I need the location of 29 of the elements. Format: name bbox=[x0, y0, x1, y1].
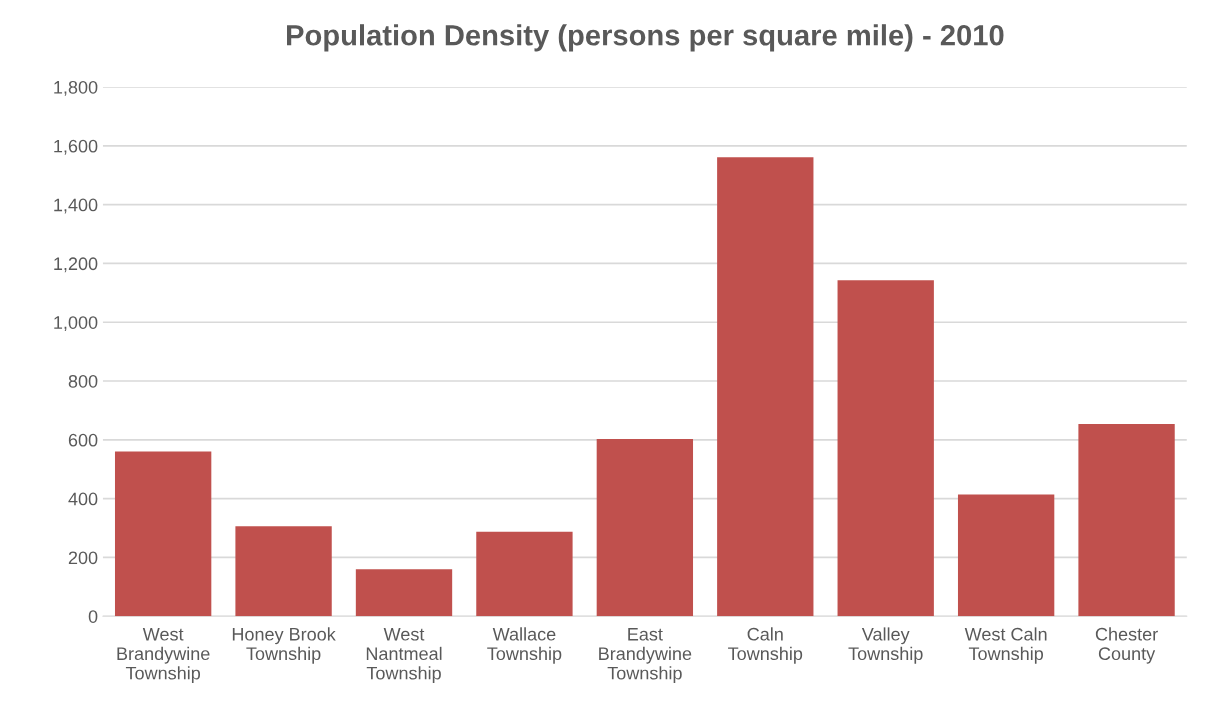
bar bbox=[837, 280, 934, 617]
bar bbox=[355, 569, 453, 617]
bar bbox=[1078, 423, 1175, 617]
x-tick-label: Wallace Township bbox=[487, 627, 562, 664]
x-tick-label: Honey Brook Township bbox=[232, 627, 336, 664]
bar bbox=[717, 157, 814, 617]
bar bbox=[235, 526, 332, 617]
y-tick-label: 1,200 bbox=[54, 257, 98, 273]
y-tick-label: 0 bbox=[88, 610, 98, 623]
bar bbox=[957, 494, 1055, 617]
y-tick-label: 400 bbox=[68, 492, 98, 506]
y-tick-label: 1,600 bbox=[54, 139, 98, 155]
bar bbox=[476, 531, 573, 617]
x-tick-label: Chester County bbox=[1095, 627, 1158, 664]
y-tick-label: 1,400 bbox=[54, 198, 98, 214]
y-tick-label: 200 bbox=[68, 551, 98, 565]
x-tick-label: West Caln Township bbox=[964, 627, 1047, 664]
y-tick-label: 1,800 bbox=[54, 80, 98, 96]
y-tick-label: 800 bbox=[68, 374, 98, 388]
y-tick-label: 600 bbox=[68, 433, 98, 447]
x-tick-label: West Nantmeal Township bbox=[366, 628, 442, 684]
bar bbox=[596, 438, 694, 617]
bar bbox=[114, 451, 212, 617]
x-tick-label: West Brandywine Township bbox=[117, 628, 210, 684]
y-tick-label: 1,000 bbox=[54, 316, 98, 332]
x-tick-label: Valley Township bbox=[848, 627, 923, 664]
chart-title: Population Density (persons per square mile) - 2010 bbox=[287, 24, 1004, 52]
x-tick-label: East Brandywine Township bbox=[599, 628, 692, 684]
x-tick-label: Caln Township bbox=[728, 627, 803, 664]
